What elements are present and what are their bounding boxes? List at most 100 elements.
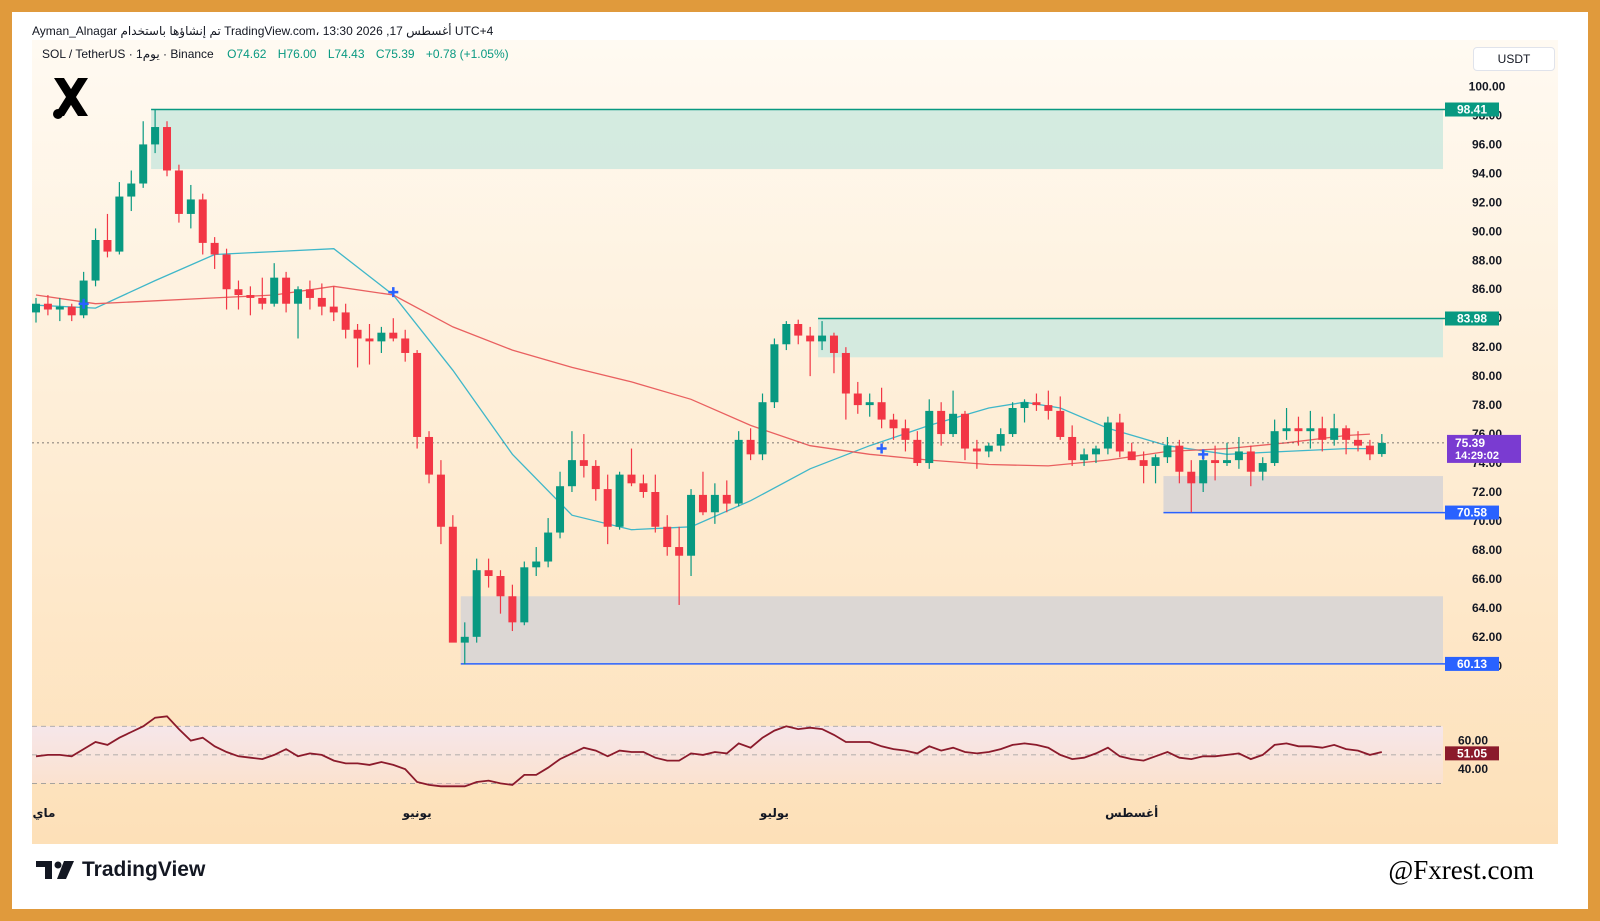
cross-signal-marker xyxy=(876,443,887,454)
candle-body xyxy=(258,297,267,304)
level-price-tag xyxy=(1445,656,1499,671)
candle-body xyxy=(317,297,326,307)
candle-body xyxy=(1151,457,1160,466)
candle-body xyxy=(651,492,660,527)
price-tick-label: 80.00 xyxy=(1472,369,1502,383)
candle-body xyxy=(1234,451,1243,461)
candle-body xyxy=(877,402,886,420)
candle-body xyxy=(401,338,410,353)
price-tick-label: 86.00 xyxy=(1472,282,1502,296)
level-price-label: 98.41 xyxy=(1457,103,1487,117)
candle-body xyxy=(853,393,862,406)
price-tick-label: 94.00 xyxy=(1472,166,1502,180)
watermark-handle: @Fxrest.com xyxy=(1388,855,1534,885)
chart-attribution: Ayman_Alnagar تم إنشاؤها باستخدام Tradin… xyxy=(32,24,494,38)
candle-body xyxy=(1282,428,1291,432)
candle-body xyxy=(675,547,684,556)
candle-body xyxy=(782,324,791,345)
candle-body xyxy=(1294,428,1303,432)
supply-zone xyxy=(151,109,1444,170)
candle-body xyxy=(1056,410,1065,437)
rsi-value-label: 51.05 xyxy=(1457,746,1487,760)
candle-body xyxy=(579,460,588,466)
candle-body xyxy=(758,402,767,455)
candle-body xyxy=(603,489,612,527)
demand-zone xyxy=(1163,476,1443,513)
level-price-tag xyxy=(1445,102,1499,117)
candle-body xyxy=(1044,405,1053,411)
demand-zone xyxy=(460,596,1443,664)
candle-body xyxy=(925,410,934,464)
candle-body xyxy=(818,335,827,342)
candle-body xyxy=(710,494,719,513)
candle-body xyxy=(448,526,457,643)
candle-body xyxy=(770,344,779,403)
price-tick-label: 88.00 xyxy=(1472,253,1502,267)
candle-body xyxy=(460,636,469,643)
candle-body xyxy=(1199,460,1208,484)
candle-body xyxy=(1365,445,1374,455)
candle-body xyxy=(1270,431,1279,464)
cross-signal-marker xyxy=(78,298,89,309)
cross-signal-marker xyxy=(388,287,399,298)
candle-body xyxy=(43,303,52,310)
candle-body xyxy=(32,303,40,313)
candle-body xyxy=(1187,471,1196,484)
candle-body xyxy=(163,127,172,171)
last-price-tag xyxy=(1447,434,1521,463)
last-price-label: 75.39 xyxy=(1455,436,1485,450)
candle-body xyxy=(1103,422,1112,449)
candle-body xyxy=(55,306,64,310)
candle-body xyxy=(67,306,76,316)
candle-body xyxy=(627,474,636,484)
candle-body xyxy=(174,170,183,214)
candle-body xyxy=(329,306,338,313)
candle-body xyxy=(234,289,243,296)
candle-body xyxy=(865,402,874,406)
candle-body xyxy=(1080,454,1089,461)
candle-body xyxy=(698,494,707,513)
candle-body xyxy=(246,295,255,298)
candle-body xyxy=(794,324,803,336)
candle-body xyxy=(841,352,850,394)
price-tick-label: 62.00 xyxy=(1472,630,1502,644)
price-tick-label: 92.00 xyxy=(1472,195,1502,209)
candle-body xyxy=(663,526,672,548)
cross-signal-marker xyxy=(1198,449,1209,460)
candle-body xyxy=(425,436,434,475)
candle-body xyxy=(1175,445,1184,472)
candle-body xyxy=(341,312,350,330)
candle-body xyxy=(282,277,291,304)
currency-button[interactable]: USDT xyxy=(1473,47,1555,71)
price-tick-label: 96.00 xyxy=(1472,137,1502,151)
candle-body xyxy=(722,494,731,504)
candle-body xyxy=(198,199,207,243)
price-tick-label: 66.00 xyxy=(1472,572,1502,586)
candle-body xyxy=(746,439,755,455)
candle-body xyxy=(1139,460,1148,466)
candle-body xyxy=(151,127,160,145)
candle-body xyxy=(270,277,279,304)
candle-body xyxy=(1354,439,1363,446)
symbol-label[interactable]: SOL / TetherUS · 1يوم · Binance xyxy=(42,47,214,61)
open-value: O74.62 xyxy=(227,47,267,61)
rsi-tick-label: 60.00 xyxy=(1458,734,1488,748)
candle-body xyxy=(484,570,493,576)
level-price-label: 83.98 xyxy=(1457,311,1487,325)
candle-body xyxy=(591,465,600,490)
candle-body xyxy=(1032,402,1041,406)
supply-zone xyxy=(818,318,1443,358)
candle-body xyxy=(996,434,1005,446)
candle-body xyxy=(1008,408,1017,435)
time-axis-label: يوليو xyxy=(759,806,789,821)
candle-body xyxy=(139,144,148,184)
price-tick-label: 82.00 xyxy=(1472,340,1502,354)
candle-body xyxy=(508,596,517,623)
candle-body xyxy=(806,335,815,342)
candle-body xyxy=(544,532,553,562)
high-value: H76.00 xyxy=(277,47,317,61)
candle-body xyxy=(1127,451,1136,461)
candle-body xyxy=(889,419,898,429)
candle-body xyxy=(127,183,136,197)
